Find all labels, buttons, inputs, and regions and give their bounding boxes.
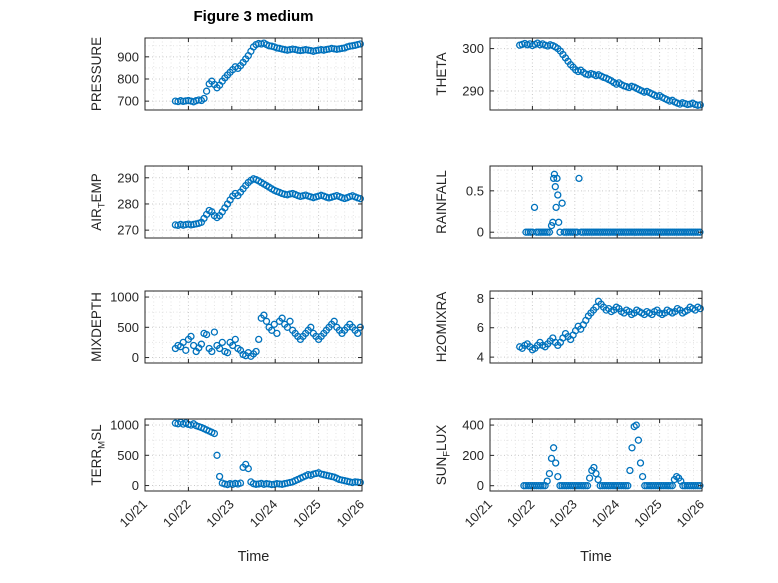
svg-text:0: 0 [132, 350, 139, 365]
svg-text:900: 900 [117, 49, 139, 64]
svg-text:4: 4 [477, 350, 484, 365]
svg-text:280: 280 [117, 196, 139, 211]
svg-text:1000: 1000 [110, 418, 139, 433]
svg-text:10/26: 10/26 [334, 497, 368, 531]
svg-text:0: 0 [477, 225, 484, 240]
axes-box [144, 37, 363, 111]
tick-marks [489, 38, 703, 110]
tick-marks [489, 166, 703, 238]
svg-text:10/22: 10/22 [160, 497, 194, 531]
svg-text:10/23: 10/23 [546, 497, 580, 531]
svg-text:10/23: 10/23 [203, 497, 237, 531]
tick-marks [144, 38, 363, 110]
grid [490, 419, 702, 491]
subplot-rainfall: 00.5 [466, 165, 704, 240]
svg-text:10/25: 10/25 [290, 497, 324, 531]
grid [490, 291, 702, 363]
subplot-air-temp: 270 280 290 [117, 165, 364, 239]
figure-title: Figure 3 medium [193, 8, 314, 25]
y-tick-labels: 0 200 400 [462, 418, 484, 494]
axes-box [489, 290, 703, 364]
x-axis-label-right: Time [580, 549, 612, 565]
data-points [171, 175, 364, 230]
svg-text:8: 8 [477, 291, 484, 306]
svg-text:10/25: 10/25 [631, 497, 665, 531]
svg-text:0.5: 0.5 [466, 183, 484, 198]
axes-box [489, 37, 703, 111]
subplot-mixdepth: 0 500 1000 [110, 290, 364, 366]
subplot-theta: 290 300 [462, 37, 704, 111]
y-tick-labels: 290 300 [462, 41, 484, 98]
svg-text:290: 290 [462, 83, 484, 98]
x-axis-label-left: Time [237, 549, 270, 565]
axes-box [144, 165, 363, 239]
svg-text:290: 290 [117, 170, 139, 185]
svg-text:400: 400 [462, 418, 484, 433]
data-points [171, 39, 364, 106]
tick-marks [144, 291, 363, 363]
svg-text:0: 0 [477, 478, 484, 493]
x-tick-labels: 10/21 10/22 10/23 10/24 10/25 10/26 [117, 497, 368, 531]
data-points [516, 297, 704, 354]
y-tick-labels: 0 500 1000 [110, 418, 139, 494]
grid [490, 38, 702, 110]
svg-text:10/24: 10/24 [589, 497, 623, 531]
svg-text:10/26: 10/26 [674, 497, 708, 531]
ylabel-terr-msl: TERRMSL [89, 424, 108, 486]
tick-marks [489, 291, 703, 363]
tick-marks [489, 419, 703, 491]
svg-text:700: 700 [117, 94, 139, 109]
svg-text:200: 200 [462, 448, 484, 463]
subplot-terr-msl: 0 500 1000 10/21 10/22 10/23 10/24 10/25 10/26 [110, 418, 368, 531]
ylabel-sun-flux: SUNFLUX [434, 424, 453, 486]
svg-text:10/24: 10/24 [247, 497, 281, 531]
x-tick-labels: 10/21 10/22 10/23 10/24 10/25 10/26 [462, 497, 708, 531]
y-tick-labels: 00.5 [466, 183, 484, 239]
svg-text:10/22: 10/22 [504, 497, 538, 531]
axes-box [489, 165, 703, 239]
svg-text:300: 300 [462, 41, 484, 56]
svg-text:800: 800 [117, 71, 139, 86]
svg-text:10/21: 10/21 [117, 497, 151, 531]
svg-text:0: 0 [132, 478, 139, 493]
tick-marks [144, 166, 363, 238]
y-tick-labels: 700 800 900 [117, 49, 139, 108]
svg-text:6: 6 [477, 320, 484, 335]
subplot-h2omixra: 4 6 8 [477, 290, 704, 365]
y-tick-labels: 4 6 8 [477, 291, 484, 365]
subplot-sun-flux: 0 200 400 10/21 10/22 10/23 10/24 10/25 10/26 [462, 418, 708, 531]
data-points [516, 39, 704, 109]
grid [145, 38, 362, 110]
data-points [171, 311, 364, 360]
y-tick-labels: 270 280 290 [117, 170, 139, 237]
svg-text:500: 500 [117, 320, 139, 335]
y-tick-labels: 0 500 1000 [110, 290, 139, 366]
svg-text:1000: 1000 [110, 290, 139, 305]
subplot-pressure: 700 800 900 [117, 37, 364, 111]
tick-marks [144, 419, 363, 491]
svg-text:500: 500 [117, 448, 139, 463]
svg-text:10/21: 10/21 [462, 497, 496, 531]
svg-text:270: 270 [117, 223, 139, 238]
